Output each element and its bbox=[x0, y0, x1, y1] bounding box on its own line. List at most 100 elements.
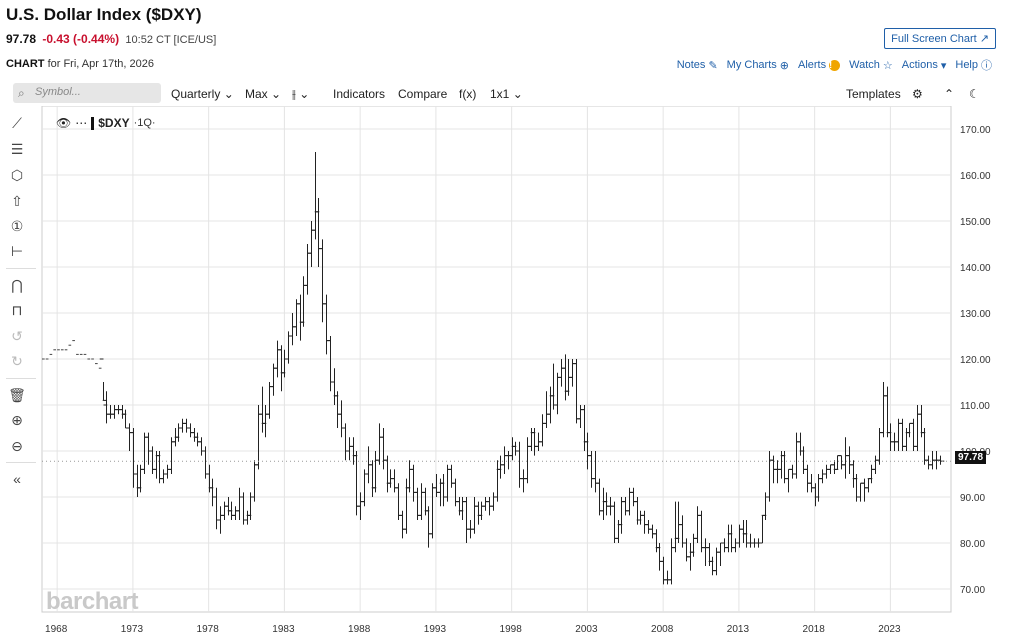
top-links: Notes ✎ My Charts ⊕ Alerts! Watch ☆ Actions… bbox=[677, 57, 992, 73]
chevron-down-icon: ⌄ bbox=[271, 87, 282, 101]
watch-link[interactable]: Watch ☆ bbox=[849, 59, 893, 72]
range-label: Max bbox=[245, 87, 268, 101]
x-tick-label: 2013 bbox=[727, 624, 750, 635]
price-chart[interactable]: 70.0080.0090.00100.00110.00120.00130.001… bbox=[0, 106, 1000, 640]
measure-tool-icon[interactable]: ⊢ bbox=[10, 243, 24, 259]
period-dropdown[interactable]: Quarterly ⌄ bbox=[171, 87, 234, 101]
collapse-sidebar-icon[interactable]: « bbox=[13, 471, 21, 487]
bar-type-dropdown[interactable]: ⫲ ⌄ bbox=[292, 87, 309, 102]
notes-link[interactable]: Notes ✎ bbox=[677, 59, 718, 72]
layout-label: 1x1 bbox=[490, 87, 510, 101]
y-tick-label: 120.00 bbox=[960, 355, 991, 366]
page-title: U.S. Dollar Index ($DXY) bbox=[6, 5, 202, 24]
chevron-down-icon: ⌄ bbox=[223, 87, 234, 101]
sidebar-divider bbox=[6, 378, 36, 379]
legend-color-bar bbox=[91, 116, 95, 130]
ohlc-bar-icon: ⫲ bbox=[292, 87, 296, 101]
watch-label: Watch bbox=[849, 59, 880, 71]
x-tick-label: 1988 bbox=[348, 624, 371, 635]
x-tick-label: 1973 bbox=[121, 624, 144, 635]
last-price-tag: 97.78 bbox=[955, 451, 987, 464]
question-icon: ⓘ bbox=[981, 60, 992, 72]
plus-circle-icon: ⊕ bbox=[779, 59, 789, 72]
x-tick-label: 1983 bbox=[272, 624, 295, 635]
last-price: 97.78 bbox=[6, 32, 37, 46]
fib-tool-icon[interactable]: ☰ bbox=[10, 141, 24, 157]
price-change: -0.43 (-0.44%) bbox=[42, 32, 120, 46]
arrow-up-tool-icon[interactable]: ⇧ bbox=[11, 193, 23, 209]
templates-button[interactable]: Templates bbox=[846, 87, 901, 101]
x-tick-label: 1993 bbox=[424, 624, 447, 635]
star-icon: ☆ bbox=[882, 59, 893, 72]
full-screen-label: Full Screen Chart bbox=[891, 33, 977, 45]
magnet-icon[interactable]: ⋂ bbox=[11, 277, 23, 293]
y-tick-label: 150.00 bbox=[960, 217, 991, 228]
undo-icon[interactable]: ↺ bbox=[11, 328, 23, 344]
trendline-tool-icon[interactable]: ⟋ bbox=[12, 115, 22, 131]
indicators-button[interactable]: Indicators bbox=[333, 87, 386, 101]
y-tick-label: 130.00 bbox=[960, 309, 991, 320]
x-tick-label: 1998 bbox=[500, 624, 523, 635]
zoom-out-icon[interactable]: ⊖ bbox=[11, 438, 23, 454]
sidebar-divider bbox=[6, 268, 36, 269]
external-arrow-icon: ↗ bbox=[979, 33, 989, 45]
x-tick-label: 2018 bbox=[803, 624, 826, 635]
barchart-watermark: barchart bbox=[46, 588, 139, 615]
alert-icon: ! bbox=[829, 59, 841, 71]
annotation-tool-icon[interactable]: ① bbox=[10, 218, 24, 234]
x-tick-label: 1968 bbox=[45, 624, 68, 635]
x-tick-label: 2008 bbox=[651, 624, 674, 635]
search-icon: ⌕ bbox=[18, 86, 25, 100]
caret-down-icon: ▾ bbox=[940, 59, 947, 72]
x-tick-label: 2003 bbox=[575, 624, 598, 635]
range-dropdown[interactable]: Max ⌄ bbox=[245, 87, 281, 101]
full-screen-chart-button[interactable]: Full Screen Chart ↗ bbox=[884, 28, 996, 49]
y-tick-label: 70.00 bbox=[960, 585, 985, 596]
x-tick-label: 2023 bbox=[878, 624, 901, 635]
trash-icon[interactable]: 🗑 bbox=[8, 387, 26, 403]
y-tick-label: 140.00 bbox=[960, 263, 991, 274]
collapse-up-icon[interactable]: ⌃ bbox=[944, 87, 955, 101]
quote-time: 10:52 CT [ICE/US] bbox=[125, 34, 217, 46]
y-tick-label: 110.00 bbox=[960, 401, 990, 412]
help-label: Help bbox=[955, 59, 978, 71]
eye-icon[interactable]: 👁 bbox=[56, 116, 72, 130]
symbol-placeholder: Symbol... bbox=[35, 86, 81, 98]
actions-label: Actions bbox=[901, 59, 938, 71]
chart-toolbar: ⌕ Symbol... Quarterly ⌄ Max ⌄ ⫲ ⌄ Indica… bbox=[0, 80, 1000, 106]
notes-label: Notes bbox=[676, 59, 706, 71]
shape-tool-icon[interactable]: ⬡ bbox=[10, 167, 24, 183]
chevron-down-icon: ⌄ bbox=[512, 87, 523, 101]
quote-line: 97.78 -0.43 (-0.44%) 10:52 CT [ICE/US] bbox=[6, 32, 216, 46]
chart-label: CHART bbox=[6, 58, 45, 70]
fx-button[interactable]: f(x) bbox=[459, 87, 477, 101]
actions-menu[interactable]: Actions ▾ bbox=[902, 59, 947, 72]
y-tick-label: 90.00 bbox=[960, 493, 985, 504]
my-charts-link[interactable]: My Charts ⊕ bbox=[727, 59, 789, 72]
pencil-icon: ✎ bbox=[708, 59, 718, 72]
y-tick-label: 160.00 bbox=[960, 171, 991, 182]
help-link[interactable]: Help ⓘ bbox=[955, 57, 992, 73]
alerts-link[interactable]: Alerts! bbox=[798, 59, 841, 71]
settings-gear-icon[interactable]: ⚙ bbox=[912, 87, 923, 101]
chart-date: for Fri, Apr 17th, 2026 bbox=[47, 58, 154, 70]
y-tick-label: 170.00 bbox=[960, 125, 991, 136]
symbol-search-input[interactable]: ⌕ Symbol... bbox=[13, 83, 161, 103]
sidebar-divider bbox=[6, 462, 36, 463]
alerts-label: Alerts bbox=[798, 59, 827, 71]
legend-period: ·1Q· bbox=[133, 117, 156, 129]
x-tick-label: 1978 bbox=[197, 624, 220, 635]
lock-icon[interactable]: ⊓ bbox=[11, 302, 23, 318]
zoom-in-icon[interactable]: ⊕ bbox=[11, 412, 23, 428]
legend-symbol: $DXY bbox=[98, 116, 130, 130]
dark-mode-moon-icon[interactable]: ☾ bbox=[969, 87, 980, 101]
period-label: Quarterly bbox=[171, 87, 221, 101]
chevron-down-icon: ⌄ bbox=[299, 87, 310, 101]
more-dots-icon[interactable]: ⋯ bbox=[75, 116, 88, 130]
chart-date-line: CHART for Fri, Apr 17th, 2026 bbox=[6, 58, 154, 70]
compare-button[interactable]: Compare bbox=[398, 87, 448, 101]
y-tick-label: 80.00 bbox=[960, 539, 985, 550]
layout-dropdown[interactable]: 1x1 ⌄ bbox=[490, 87, 523, 101]
redo-icon[interactable]: ↻ bbox=[11, 353, 23, 369]
chart-legend: 👁 ⋯ $DXY ·1Q· bbox=[56, 116, 156, 130]
